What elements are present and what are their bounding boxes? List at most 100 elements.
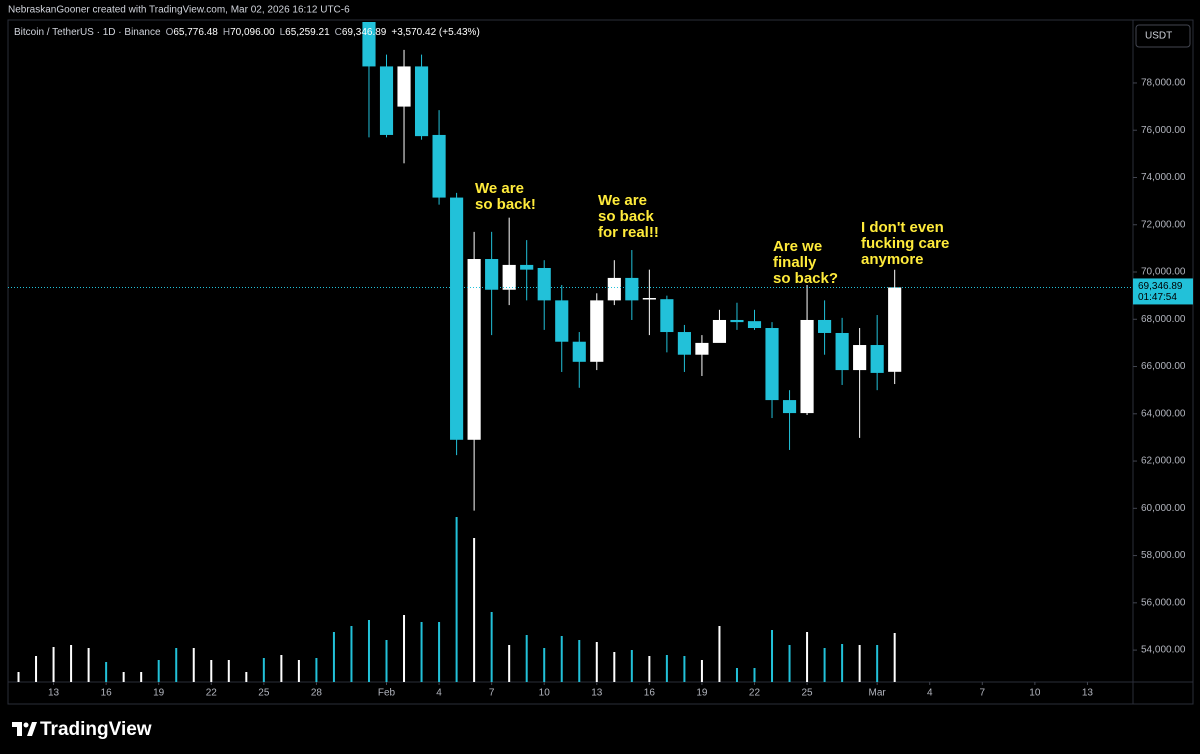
y-tick-label: 62,000.00 xyxy=(1141,456,1186,467)
volume-bar xyxy=(858,645,861,682)
annotation: so back? xyxy=(773,270,838,287)
volume-bar xyxy=(578,640,581,682)
x-tick-label: 22 xyxy=(206,688,218,699)
candle-body xyxy=(782,400,797,414)
candle-body xyxy=(590,300,604,362)
volume-bar xyxy=(332,632,335,682)
y-tick-label: 64,000.00 xyxy=(1141,408,1186,419)
volume-bar xyxy=(210,660,213,682)
volume-bar xyxy=(735,668,738,682)
candle-body xyxy=(397,66,411,107)
countdown: 01:47:54 xyxy=(1138,292,1177,303)
currency-box[interactable] xyxy=(1135,24,1191,48)
candle-body xyxy=(467,259,481,440)
volume-bar xyxy=(700,660,703,682)
volume-bar xyxy=(367,620,370,682)
volume-bar xyxy=(403,615,406,682)
candle-body xyxy=(555,300,569,342)
candle-body xyxy=(835,332,849,371)
candle-body xyxy=(450,197,464,440)
annotation: Are we xyxy=(773,238,822,255)
volume-bar xyxy=(297,660,300,682)
y-tick-label: 58,000.00 xyxy=(1141,550,1186,561)
volume-bar xyxy=(35,656,38,682)
annotation: fucking care xyxy=(861,235,949,252)
ohlc-label: C xyxy=(334,27,342,38)
volume-bar xyxy=(893,633,896,682)
ohlc-value: 69,346.89 xyxy=(341,27,387,38)
y-tick-label: 72,000.00 xyxy=(1141,219,1186,230)
candle-body xyxy=(660,299,674,333)
candle-body xyxy=(677,332,691,355)
symbol: Bitcoin / TetherUS · 1D · Binance xyxy=(14,27,161,38)
volume-bar xyxy=(87,648,90,682)
volume-bar xyxy=(806,632,809,682)
annotation: so back xyxy=(598,208,655,225)
volume-bar xyxy=(52,647,55,682)
x-tick-label: 13 xyxy=(1082,688,1094,699)
ohlc-value: 70,096.00 xyxy=(230,27,275,38)
candle-body xyxy=(730,319,744,323)
volume-bar xyxy=(508,645,511,682)
volume-bar xyxy=(385,640,388,682)
volume-bar xyxy=(771,630,774,682)
volume-bar xyxy=(648,656,651,682)
volume-bar xyxy=(140,672,143,682)
volume-bar xyxy=(438,622,441,682)
candle-body xyxy=(712,319,727,343)
volume-bar xyxy=(525,635,528,682)
candle-body xyxy=(695,342,709,355)
annotation: We are xyxy=(475,180,524,197)
change: +3,570.42 (+5.43%) xyxy=(391,27,480,38)
volume-bar xyxy=(350,626,353,682)
y-tick-label: 68,000.00 xyxy=(1141,314,1186,325)
y-tick-label: 76,000.00 xyxy=(1141,125,1186,136)
x-tick-label: 7 xyxy=(980,688,986,699)
chart-frame xyxy=(7,19,1194,705)
volume-bar xyxy=(630,650,633,682)
annotation: anymore xyxy=(861,251,924,268)
candle-body xyxy=(432,134,446,198)
candle-body xyxy=(888,287,902,372)
credit: NebraskanGooner created with TradingView… xyxy=(8,5,350,16)
volume-bar xyxy=(455,517,458,682)
x-tick-label: 13 xyxy=(591,688,603,699)
candle-body xyxy=(765,328,779,401)
x-tick-label: Mar xyxy=(869,688,887,699)
volume-bar xyxy=(788,645,791,682)
candle-body xyxy=(485,259,499,290)
volume-bar xyxy=(17,672,20,682)
candle-body xyxy=(362,22,376,67)
annotation: so back! xyxy=(475,196,536,213)
volume-bar xyxy=(175,648,178,682)
candle-body xyxy=(607,277,621,301)
volume-bar xyxy=(315,658,318,682)
volume-bar xyxy=(876,645,879,682)
y-tick-label: 74,000.00 xyxy=(1141,172,1186,183)
volume-bar xyxy=(841,644,844,682)
candle-body xyxy=(572,341,586,362)
volume-bar xyxy=(192,648,195,682)
volume-bar xyxy=(157,660,160,682)
x-tick-label: 10 xyxy=(1029,688,1041,699)
candle-body xyxy=(818,319,832,333)
volume-bar xyxy=(823,648,826,682)
x-tick-label: 4 xyxy=(927,688,933,699)
x-tick-label: 28 xyxy=(311,688,323,699)
volume-bar xyxy=(718,626,721,682)
annotation: I don't even xyxy=(861,219,944,236)
x-tick-label: 19 xyxy=(696,688,708,699)
candle-body xyxy=(800,319,814,414)
volume-bar xyxy=(665,655,668,682)
candle-body xyxy=(870,345,884,373)
y-tick-label: 60,000.00 xyxy=(1141,503,1186,514)
annotation: finally xyxy=(773,254,817,271)
currency[interactable]: USDT xyxy=(1145,31,1172,42)
ohlc-label: L xyxy=(279,27,286,38)
candle-body xyxy=(625,277,639,301)
volume-bar xyxy=(280,655,283,682)
x-tick-label: 16 xyxy=(101,688,113,699)
candle-body xyxy=(642,298,656,300)
